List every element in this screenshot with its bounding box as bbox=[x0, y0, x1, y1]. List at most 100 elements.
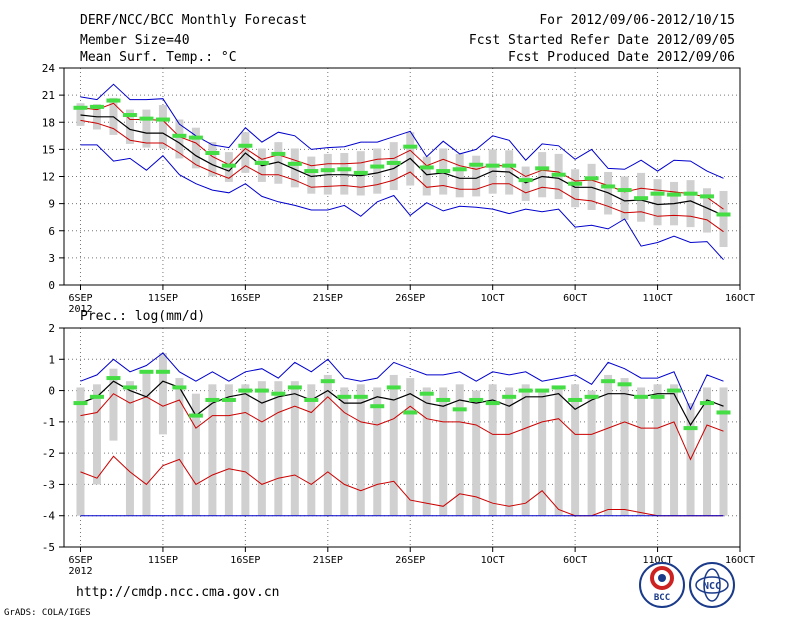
series-lower-line bbox=[80, 119, 724, 233]
observation-mark bbox=[238, 388, 253, 393]
x-tick-label: 11OCT bbox=[643, 293, 673, 304]
y-tick-label: 18 bbox=[42, 116, 55, 129]
spread-box bbox=[653, 384, 662, 516]
ncc-logo-text: NCC bbox=[703, 581, 721, 592]
spread-box bbox=[455, 384, 464, 516]
observation-mark bbox=[535, 388, 550, 393]
observation-mark bbox=[469, 162, 484, 167]
spread-box bbox=[389, 142, 398, 191]
series-mean-line bbox=[80, 380, 724, 427]
observation-mark bbox=[502, 163, 517, 168]
observation-mark bbox=[419, 391, 434, 396]
spread-box bbox=[620, 378, 629, 516]
spread-box bbox=[158, 105, 167, 149]
spread-box bbox=[373, 387, 382, 516]
observation-mark bbox=[617, 188, 632, 193]
observation-mark bbox=[518, 388, 533, 393]
observation-mark bbox=[535, 166, 550, 171]
observation-mark bbox=[634, 196, 649, 201]
x-tick-label: 6SEP bbox=[68, 555, 92, 566]
spread-box bbox=[323, 374, 332, 516]
spread-box bbox=[686, 180, 695, 228]
x-tick-label: 16SEP bbox=[230, 555, 260, 566]
observation-mark bbox=[667, 192, 682, 197]
spread-box bbox=[356, 384, 365, 516]
observation-mark bbox=[650, 191, 665, 196]
x-tick-label: 6OCT bbox=[563, 293, 587, 304]
x-tick-label: 6SEP bbox=[68, 293, 92, 304]
x-tick-year-label: 2012 bbox=[68, 566, 92, 577]
observation-mark bbox=[89, 104, 104, 109]
observation-mark bbox=[337, 167, 352, 172]
observation-mark bbox=[683, 191, 698, 196]
x-tick-label: 11SEP bbox=[148, 555, 178, 566]
x-tick-label: 26SEP bbox=[395, 555, 425, 566]
y-tick-label: 9 bbox=[48, 198, 55, 211]
spread-box bbox=[620, 176, 629, 220]
observation-mark bbox=[221, 163, 236, 168]
spread-box bbox=[373, 148, 382, 194]
spread-box bbox=[571, 384, 580, 516]
spread-box bbox=[604, 374, 613, 516]
observation-mark bbox=[106, 98, 121, 103]
spread-box bbox=[274, 381, 283, 516]
spread-box bbox=[670, 384, 679, 516]
x-tick-label: 6OCT bbox=[563, 555, 587, 566]
observation-mark bbox=[188, 135, 203, 140]
spread-box bbox=[703, 188, 712, 233]
spread-box bbox=[290, 381, 299, 516]
spread-box bbox=[571, 169, 580, 208]
spread-box bbox=[290, 148, 299, 188]
observation-mark bbox=[122, 113, 137, 118]
y-tick-label: -4 bbox=[42, 510, 56, 523]
observation-mark bbox=[73, 105, 88, 110]
observation-mark bbox=[601, 184, 616, 189]
y-tick-label: -3 bbox=[42, 478, 55, 491]
series-max-line bbox=[80, 352, 724, 411]
spread-box bbox=[175, 378, 184, 516]
x-tick-label: 16SEP bbox=[230, 293, 260, 304]
spread-box bbox=[307, 156, 316, 194]
observation-mark bbox=[139, 369, 154, 374]
observation-mark bbox=[667, 388, 682, 393]
observation-mark bbox=[271, 151, 286, 156]
spread-box bbox=[521, 166, 530, 201]
observation-mark bbox=[403, 410, 418, 415]
series-upper-line bbox=[80, 393, 724, 461]
spread-box bbox=[191, 393, 200, 516]
observation-mark bbox=[337, 394, 352, 399]
y-tick-label: 0 bbox=[48, 279, 55, 292]
x-tick-label: 11OCT bbox=[643, 555, 673, 566]
observation-mark bbox=[568, 397, 583, 402]
observation-mark bbox=[617, 382, 632, 387]
observation-mark bbox=[502, 394, 517, 399]
observation-mark bbox=[436, 169, 451, 174]
series-min-line bbox=[80, 144, 724, 261]
spread-box bbox=[76, 103, 85, 126]
spread-box bbox=[439, 387, 448, 516]
observation-mark bbox=[287, 161, 302, 166]
observation-mark bbox=[172, 385, 187, 390]
bcc-logo-text: BCC bbox=[654, 593, 670, 603]
series-mean-line bbox=[80, 114, 724, 216]
observation-mark bbox=[155, 369, 170, 374]
spread-box bbox=[389, 374, 398, 516]
observation-mark bbox=[518, 178, 533, 183]
spread-box bbox=[637, 387, 646, 516]
spread-box bbox=[554, 387, 563, 516]
observation-mark bbox=[172, 133, 187, 138]
precip-variable-label: Prec.: log(mm/d) bbox=[80, 309, 205, 324]
spread-box bbox=[92, 384, 101, 485]
observation-mark bbox=[386, 160, 401, 165]
observation-mark bbox=[452, 167, 467, 172]
spread-box bbox=[241, 384, 250, 516]
spread-box bbox=[406, 378, 415, 516]
chart-title: DERF/NCC/BCC Monthly Forecast bbox=[80, 13, 307, 28]
spread-box bbox=[653, 179, 662, 226]
spread-box bbox=[538, 152, 547, 198]
series-max-line bbox=[80, 83, 724, 179]
observation-mark bbox=[568, 181, 583, 186]
spread-box bbox=[422, 387, 431, 516]
observation-mark bbox=[320, 379, 335, 384]
